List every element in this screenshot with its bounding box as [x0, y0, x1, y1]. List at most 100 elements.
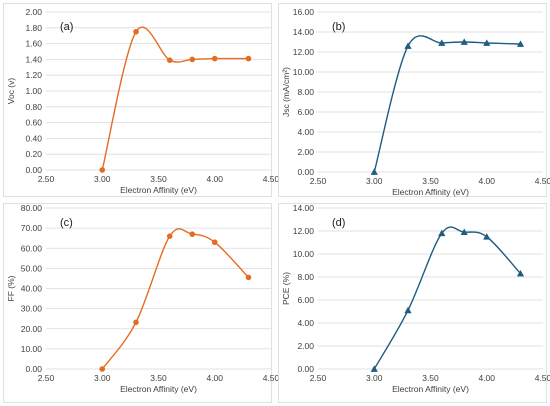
y-tick-label: 1.40 — [25, 54, 42, 64]
y-tick-label: 1.80 — [25, 23, 42, 33]
data-point — [133, 319, 139, 326]
y-tick-label: 1.20 — [25, 70, 42, 80]
data-point — [438, 39, 446, 46]
y-tick-label: 14.00 — [293, 203, 315, 213]
y-tick-label: 2.00 — [297, 147, 314, 157]
y-tick-label: 0.00 — [297, 167, 314, 177]
data-point — [245, 274, 252, 281]
y-tick-label: 0.00 — [297, 364, 314, 374]
series-line — [101, 228, 250, 370]
y-tick-label: 4.00 — [297, 318, 314, 328]
x-tick-label: 3.50 — [422, 373, 439, 383]
x-tick-label: 4.50 — [535, 373, 550, 383]
y-tick-label: 12.00 — [293, 47, 315, 57]
y-tick-label: 20.00 — [21, 324, 43, 334]
x-tick-label: 3.50 — [150, 373, 167, 383]
data-point — [211, 239, 218, 246]
data-point — [189, 231, 196, 237]
x-tick-label: 4.50 — [263, 174, 280, 184]
y-tick-label: 0.00 — [25, 364, 42, 374]
x-axis-title: Electron Affinity (eV) — [392, 187, 469, 197]
y-tick-label: 16.00 — [293, 7, 315, 17]
x-tick-label: 3.00 — [94, 373, 111, 383]
panel-label: (b) — [332, 21, 345, 33]
y-tick-label: 2.00 — [25, 7, 42, 17]
y-tick-label: 1.60 — [25, 39, 42, 49]
data-point — [370, 168, 378, 175]
y-tick-label: 1.00 — [25, 86, 42, 96]
x-axis-title: Electron Affinity (eV) — [120, 384, 197, 394]
data-point — [483, 233, 491, 240]
y-tick-label: 10.00 — [21, 344, 43, 354]
chart-panel-d: 0.00 2.00 4.00 6.00 8.00 10.00 12.00 14.00 2.50 3… — [278, 203, 550, 403]
y-axis-title: PCE (%) — [281, 272, 291, 305]
panel-label: (c) — [60, 217, 73, 229]
data-point — [370, 365, 378, 372]
y-tick-label: 8.00 — [297, 272, 314, 282]
chart-panel-a: 0.00 0.20 0.40 0.60 0.80 1.00 1.20 1.40 1.60 1.80… — [3, 3, 280, 197]
x-tick-label: 4.50 — [535, 176, 550, 186]
chart-panel-c: 0.00 10.00 20.00 30.00 40.00 50.00 60.00 70.00 8… — [3, 203, 280, 403]
panel-border — [3, 203, 272, 403]
y-tick-label: 80.00 — [21, 203, 43, 213]
data-point — [211, 55, 218, 62]
y-tick-label: 30.00 — [21, 304, 43, 314]
y-tick-label: 6.00 — [297, 295, 314, 305]
x-tick-label: 3.50 — [422, 176, 439, 186]
x-tick-label: 3.00 — [94, 174, 111, 184]
x-tick-label: 2.50 — [38, 373, 55, 383]
x-tick-label: 2.50 — [310, 176, 327, 186]
x-tick-label: 2.50 — [310, 373, 327, 383]
x-tick-label: 4.00 — [206, 373, 223, 383]
series-line — [101, 26, 249, 171]
y-tick-label: 0.80 — [25, 102, 42, 112]
y-axis-title: FF (%) — [6, 275, 16, 301]
x-tick-label: 4.00 — [206, 174, 223, 184]
y-tick-label: 0.40 — [25, 133, 42, 143]
panel-label: (a) — [60, 21, 73, 33]
data-point — [404, 306, 412, 314]
data-point — [166, 57, 173, 63]
panel-border — [278, 203, 547, 403]
x-tick-label: 4.50 — [263, 373, 280, 383]
data-point — [516, 269, 525, 277]
y-tick-label: 40.00 — [21, 284, 43, 294]
data-point — [189, 56, 196, 63]
data-point — [460, 228, 468, 236]
chart-panel-b: 0.00 2.00 4.00 6.00 8.00 10.00 12.00 14.00 16.00… — [278, 3, 550, 197]
y-tick-label: 70.00 — [21, 223, 43, 233]
y-tick-label: 0.20 — [25, 149, 42, 159]
panel-border — [3, 3, 272, 197]
data-point — [166, 233, 173, 239]
x-tick-label: 4.00 — [478, 176, 495, 186]
x-tick-label: 3.00 — [366, 373, 383, 383]
panel-border — [278, 3, 547, 197]
x-tick-label: 2.50 — [38, 174, 55, 184]
y-tick-label: 14.00 — [293, 27, 315, 37]
data-point — [438, 229, 446, 237]
y-tick-label: 6.00 — [297, 107, 314, 117]
data-point — [483, 39, 491, 46]
x-tick-label: 3.50 — [150, 174, 167, 184]
y-tick-label: 10.00 — [293, 67, 315, 77]
x-axis-title: Electron Affinity (eV) — [392, 384, 469, 394]
y-axis-title: Voc (v) — [6, 78, 16, 105]
data-point — [516, 40, 525, 47]
x-tick-label: 3.00 — [366, 176, 383, 186]
y-tick-label: 12.00 — [293, 226, 315, 236]
y-tick-label: 8.00 — [297, 87, 314, 97]
x-axis-title: Electron Affinity (eV) — [120, 185, 197, 195]
series-line — [373, 35, 521, 173]
y-tick-label: 4.00 — [297, 127, 314, 137]
data-point — [245, 55, 252, 62]
y-tick-label: 0.60 — [25, 118, 42, 128]
y-tick-label: 50.00 — [21, 263, 43, 273]
y-tick-label: 0.00 — [25, 165, 42, 175]
y-axis-title: Jsc (mA/cm²) — [281, 67, 291, 117]
data-point — [404, 42, 412, 49]
y-tick-label: 2.00 — [297, 341, 314, 351]
data-point — [99, 167, 106, 173]
data-point — [99, 366, 106, 372]
